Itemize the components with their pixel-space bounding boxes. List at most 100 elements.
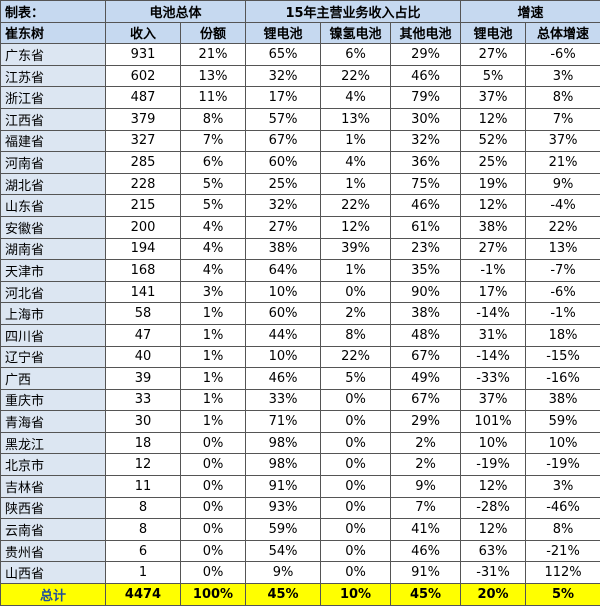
table-cell: 12% [460,518,527,541]
table-row: 山西省 1 0% 9% 0% 91% -31% 112% [0,561,600,585]
table-cell: 30% [390,107,462,131]
table-cell: 2% [390,453,462,477]
table-cell: 0% [179,539,247,563]
table-row: 浙江省 487 11% 17% 4% 79% 37% 8% [0,86,600,109]
table-cell: 327 [105,129,181,153]
table-cell: 0% [179,453,247,477]
table-row: 河南省 285 6% 60% 4% 36% 25% 21% [0,151,600,174]
table-cell: 45% [390,583,462,606]
table-cell: 39 [105,367,181,390]
table-cell: -14% [460,345,527,369]
table-cell: 2% [390,431,462,455]
table-cell: 0% [320,431,392,455]
table-cell: -7% [525,259,600,282]
table-cell: 12% [460,194,527,217]
table-cell: 4% [320,151,392,174]
table-cell: 29% [390,410,462,433]
table-cell: 4% [320,86,392,109]
table-cell: 1% [179,388,247,412]
table-cell: -33% [460,367,527,390]
table-cell: 0% [320,410,392,433]
table-cell: 13% [320,107,392,131]
table-cell: 13% [179,64,247,88]
table-cell: 4% [179,215,247,239]
table-cell: 46% [390,194,462,217]
table-cell: 四川省 [0,323,106,347]
table-cell: 27% [460,43,527,66]
table-cell: 18 [105,431,181,455]
table-cell: 31% [460,323,527,347]
table-cell: 71% [245,410,322,433]
table-cell: 天津市 [0,259,106,282]
table-row: 制表： 电池总体 15年主营业务收入占比 增速 [0,0,600,23]
table-cell: 8% [525,518,600,541]
table-row: 北京市 12 0% 98% 0% 2% -19% -19% [0,453,600,477]
table-row: 广东省 931 21% 65% 6% 29% 27% -6% [0,43,600,66]
table-cell: 47 [105,323,181,347]
table-cell: 总计 [0,583,106,606]
table-cell: 19% [460,172,527,196]
table-cell: 0% [320,539,392,563]
table-cell: 份额 [179,21,247,45]
table-cell: 67% [390,345,462,369]
table-cell: 浙江省 [0,86,106,109]
table-row: 崔东树 收入 份额 锂电池 镍氢电池 其他电池 锂电池 总体增速 [0,21,600,45]
table-cell: 河北省 [0,280,106,304]
table-cell: 0% [320,453,392,477]
table-cell: 39% [320,237,392,261]
table-row: 安徽省 200 4% 27% 12% 61% 38% 22% [0,215,600,239]
table-cell: 锂电池 [245,21,322,45]
table-cell: -31% [460,561,527,585]
table-cell: 33% [245,388,322,412]
table-cell: 青海省 [0,410,106,433]
table-cell: 91% [390,561,462,585]
table-cell: -1% [460,259,527,282]
table-cell: 215 [105,194,181,217]
table-cell: -1% [525,302,600,325]
table-cell: 电池总体 [104,0,247,23]
table-cell: 60% [245,302,322,325]
table-row: 青海省 30 1% 71% 0% 29% 101% 59% [0,410,600,433]
table-cell: 67% [390,388,462,412]
table-row: 贵州省 6 0% 54% 0% 46% 63% -21% [0,539,600,563]
table-cell: 0% [179,475,247,498]
table-cell: 0% [179,496,247,520]
table-cell: 64% [245,259,322,282]
table-row: 黑龙江 18 0% 98% 0% 2% 10% 10% [0,431,600,455]
table-cell: 0% [320,475,392,498]
table-cell: 广东省 [0,43,106,66]
table-cell: 增速 [460,0,600,23]
table-cell: 6% [320,43,392,66]
table-cell: 17% [460,280,527,304]
table-row: 重庆市 33 1% 33% 0% 67% 37% 38% [0,388,600,412]
table-cell: 17% [245,86,322,109]
table-cell: -6% [525,43,600,66]
table-cell: 79% [390,86,462,109]
table-cell: 40 [105,345,181,369]
table-cell: 镍氢电池 [320,21,392,45]
table-cell: 12% [320,215,392,239]
table-cell: 5% [320,367,392,390]
table-cell: 11% [179,86,247,109]
table-cell: 重庆市 [0,388,106,412]
table-cell: 15年主营业务收入占比 [245,0,462,23]
table-cell: 1% [179,302,247,325]
table-cell: 65% [245,43,322,66]
table-cell: 228 [105,172,181,196]
table-cell: 25% [245,172,322,196]
table-cell: 0% [320,280,392,304]
table-cell: 32% [245,64,322,88]
table-cell: 32% [390,129,462,153]
table-cell: 38% [245,237,322,261]
table-cell: -15% [525,345,600,369]
table-cell: 江苏省 [0,64,106,88]
table-cell: 20% [460,583,527,606]
table-cell: 云南省 [0,518,106,541]
table-cell: 崔东树 [0,21,106,45]
table-cell: 山西省 [0,561,106,585]
table-cell: -16% [525,367,600,390]
table-cell: 0% [320,496,392,520]
table-cell: 江西省 [0,107,106,131]
table-cell: 北京市 [0,453,106,477]
